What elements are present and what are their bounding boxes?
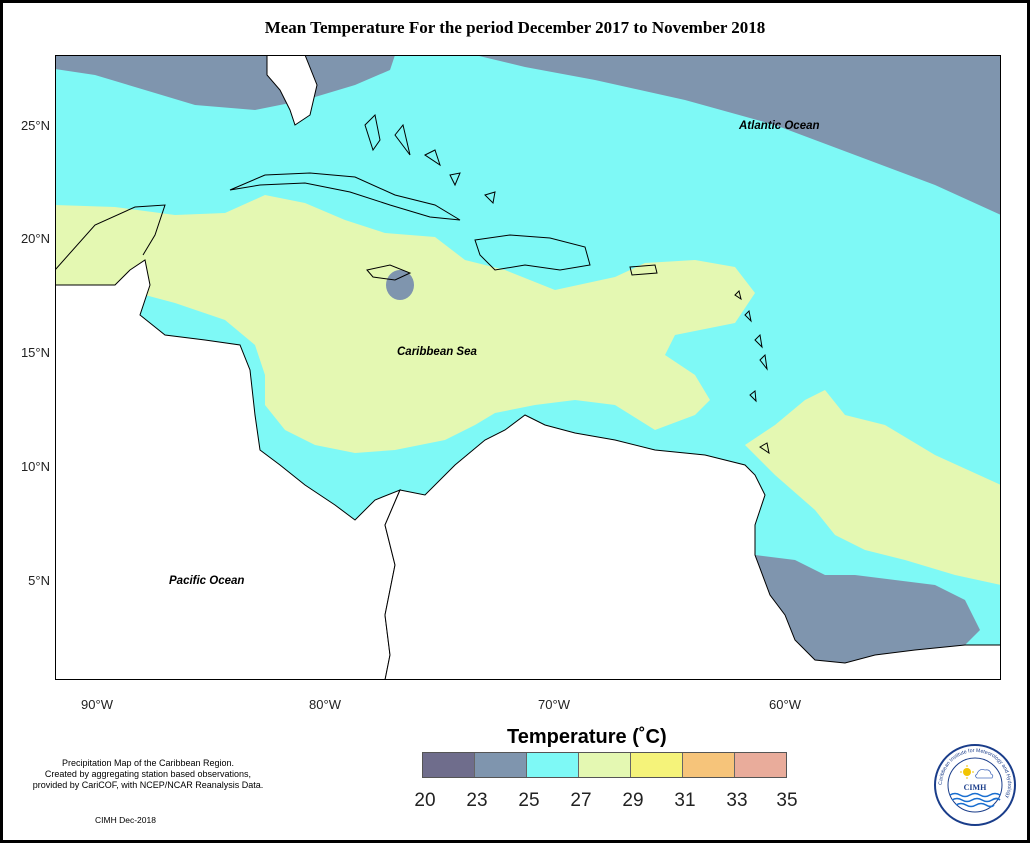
legend-swatch-23-25 [475, 753, 527, 777]
legend-tick-35: 35 [776, 790, 798, 811]
label-atlantic-ocean: Atlantic Ocean [739, 120, 820, 132]
lat-label-5n: 5°N [28, 573, 50, 588]
legend-tick-27: 27 [570, 790, 592, 811]
band-27-29-east [745, 390, 1001, 585]
legend-tick-33: 33 [726, 790, 748, 811]
land-south-america [384, 414, 1001, 680]
map-source-note: Precipitation Map of the Caribbean Regio… [8, 758, 288, 791]
land-hispaniola [474, 234, 591, 271]
lon-label-80w: 80°W [309, 697, 341, 712]
lat-label-15n: 15°N [20, 345, 50, 360]
lon-label-70w: 70°W [538, 697, 570, 712]
band-23-25-guianas [755, 555, 980, 663]
logo-acronym: CIMH [964, 783, 987, 792]
legend-title: Temperature (˚C) [507, 726, 667, 748]
land-cuba [229, 172, 461, 221]
legend-colorbar [422, 752, 787, 778]
lat-label-20n: 20°N [20, 231, 50, 246]
label-pacific-ocean: Pacific Ocean [169, 575, 245, 587]
band-23-25-jamaica [386, 270, 414, 300]
note-line-2: Created by aggregating station based obs… [44, 769, 252, 779]
label-caribbean-sea: Caribbean Sea [397, 346, 477, 358]
legend-swatch-20-23 [423, 753, 475, 777]
land-puerto-rico [629, 264, 658, 276]
legend-tick-29: 29 [622, 790, 644, 811]
credit-text: CIMH Dec-2018 [95, 815, 156, 825]
lat-label-25n: 25°N [20, 118, 50, 133]
legend-tick-20: 20 [414, 790, 436, 811]
legend-tick-23: 23 [466, 790, 488, 811]
note-line-3: provided by CariCOF, with NCEP/NCAR Rean… [32, 780, 264, 790]
land-yucatan [55, 204, 166, 271]
land-bahamas [364, 113, 496, 205]
temperature-map [55, 55, 1001, 680]
legend-swatch-33-35 [735, 753, 786, 777]
land-florida [266, 55, 318, 126]
legend-tick-31: 31 [674, 790, 696, 811]
band-27-29-caribbean [55, 195, 755, 453]
legend-tick-25: 25 [518, 790, 540, 811]
lon-label-90w: 90°W [81, 697, 113, 712]
cimh-logo-icon: Caribbean Institute for Meteorology and … [934, 744, 1016, 826]
band-23-25-northeast [475, 55, 1001, 215]
land-jamaica [366, 264, 412, 281]
legend-swatch-31-33 [683, 753, 735, 777]
legend-swatch-29-31 [631, 753, 683, 777]
note-line-1: Precipitation Map of the Caribbean Regio… [61, 758, 235, 768]
map-title: Mean Temperature For the period December… [264, 18, 766, 37]
lon-label-60w: 60°W [769, 697, 801, 712]
land-lesser-antilles [734, 290, 770, 455]
lat-label-10n: 10°N [20, 459, 50, 474]
legend-swatch-27-29 [579, 753, 631, 777]
legend-swatch-25-27 [527, 753, 579, 777]
